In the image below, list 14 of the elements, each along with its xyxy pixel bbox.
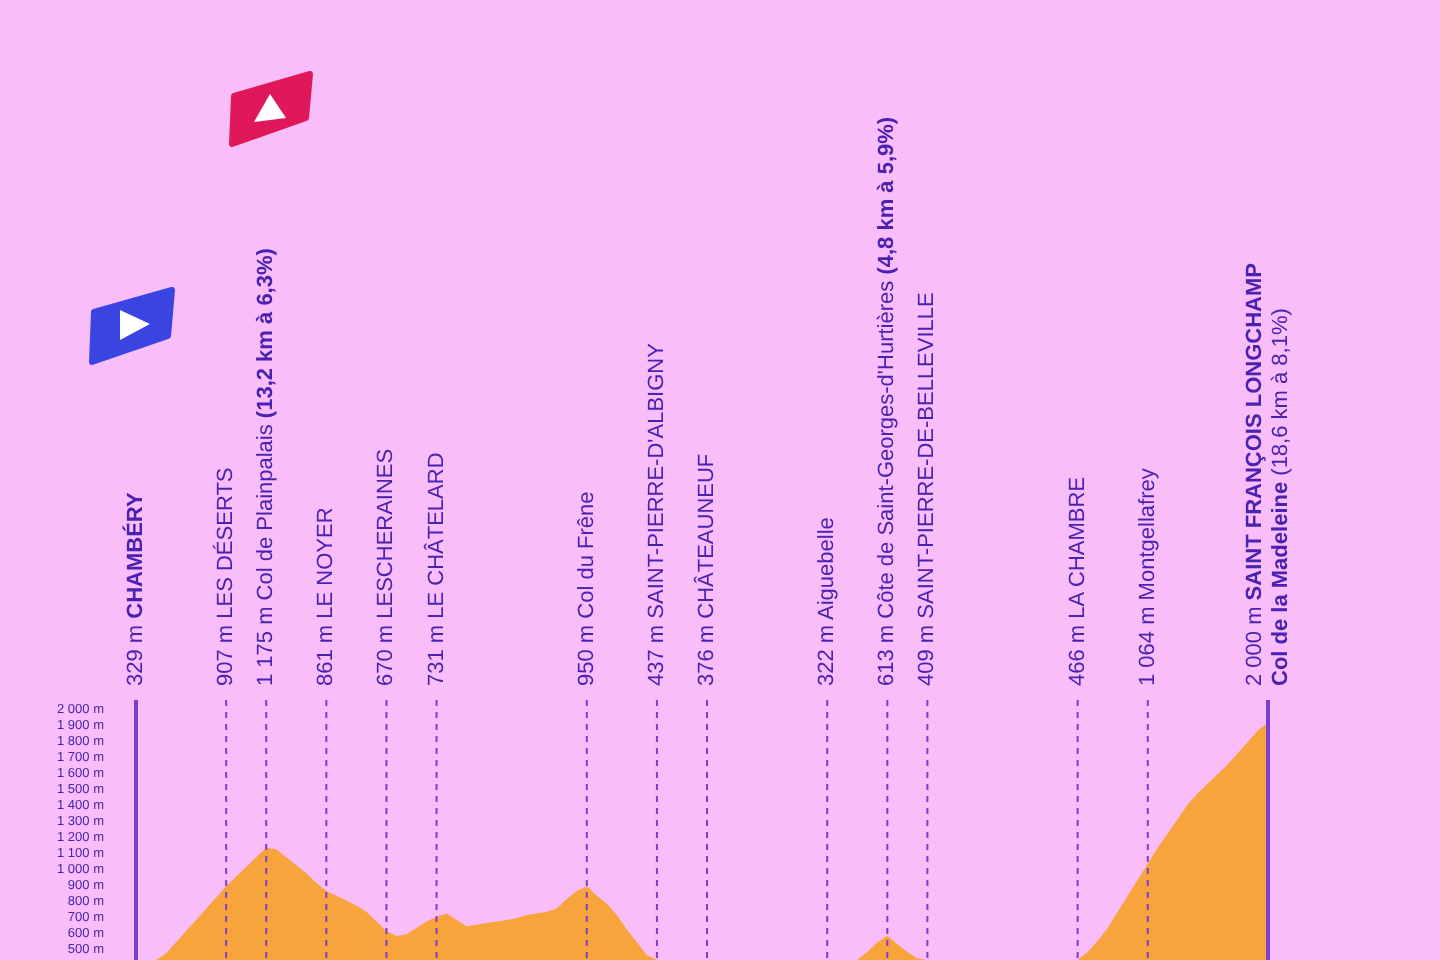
x-tick-label: 409 m SAINT-PIERRE-DE-BELLEVILLE	[915, 292, 940, 686]
x-tick-label: 1 175 m Col de Plainpalais (13,2 km à 6,3%)	[254, 247, 279, 686]
x-tick-label: 466 m LA CHAMBRE	[1065, 476, 1090, 686]
x-tick-label: 670 m LESCHERAINES	[374, 448, 399, 686]
x-tick-label: 329 m CHAMBÉRY	[122, 491, 148, 686]
x-tick-label: 950 m Col du Frêne	[574, 491, 599, 686]
x-tick-label: 907 m LES DÉSERTS	[212, 467, 239, 686]
x-tick-label: 322 m Aiguebelle	[815, 517, 840, 686]
x-tick-label: 613 m Côte de Saint-Georges-d'Hurtières (4,8 km à 5,9%)	[875, 116, 900, 686]
x-tick-label: 376 m CHÂTEAUNEUF	[693, 453, 720, 686]
x-tick-label: 1 064 m Montgellafrey	[1135, 467, 1160, 686]
x-tick-label: 731 m LE CHÂTELARD	[422, 452, 449, 686]
x-tick-label: 437 m SAINT-PIERRE-D'ALBIGNY	[644, 341, 669, 686]
x-tick-label: 861 m LE NOYER	[314, 507, 339, 686]
